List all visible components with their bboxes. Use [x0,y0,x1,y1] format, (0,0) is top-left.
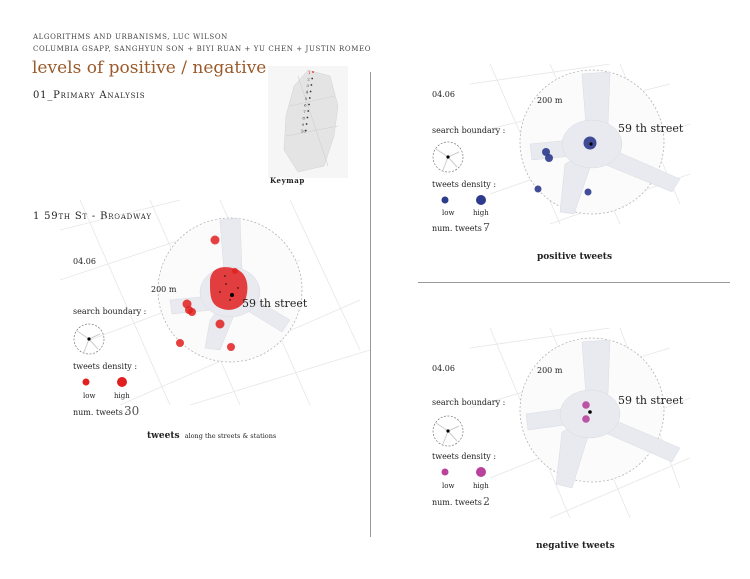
negative-search-boundary-label: search boundary : [432,398,506,407]
main-search-boundary-label: search boundary : [73,307,147,316]
keymap-station-number: 3 [306,83,309,88]
tweet-point [224,275,226,277]
main-num-tweets-label: num. tweets : [73,408,129,417]
main-street-label: 59 th street [242,297,308,310]
main-search-boundary-icon [73,323,105,355]
main-map-svg [59,199,371,406]
positive-street-label: 59 th street [618,122,684,135]
keymap-station-number: 1 [308,70,311,75]
tweet-dot [215,319,225,329]
negative-num-tweets-label: num. tweets : [432,498,488,507]
positive-high-label: high [473,209,489,217]
station-dot [588,410,592,414]
station-dot [589,142,593,146]
keymap-station-dot [304,129,307,132]
tweet-point [229,299,231,301]
main-distance: 200 m [151,285,177,294]
main-high-label: high [114,392,130,400]
negative-date: 04.06 [432,364,455,373]
main-caption-rest: along the streets & stations [184,432,277,440]
keymap-station-dot [305,123,308,125]
keymap-station-dot [312,71,314,73]
keymap-station-number: 7 [303,109,306,114]
keymap-station-number: 2 [307,77,310,82]
keymap-station-dot [307,110,310,112]
main-density-label: tweets density : [73,362,138,371]
positive-density-legend [441,195,486,205]
negative-density-legend [441,467,486,477]
tweet-point [237,287,239,289]
tweet-dot [227,343,235,351]
keymap-map: 1 23 45 67 89 10 [283,69,339,173]
positive-map [469,63,691,225]
section-title: 01_Primary Analysis [33,90,146,101]
main-density-legend [82,377,127,387]
tweet-point [219,291,221,293]
vertical-divider [370,72,371,537]
positive-density-label: tweets density : [432,180,497,189]
keymap-station-dot [306,116,309,119]
main-caption: tweets along the streets & stations [147,423,276,442]
positive-caption: positive tweets [537,252,613,262]
tweet-dot [582,415,590,423]
keymap-station-dot [309,90,312,93]
positive-search-boundary-label: search boundary : [432,126,506,135]
keymap-station-number: 5 [305,96,308,101]
positive-date: 04.06 [432,90,455,99]
station-dot [230,293,234,297]
tweet-dot [534,185,542,193]
main-date: 04.06 [73,257,96,266]
keymap-station-dot [310,84,313,86]
tweet-dot [582,401,590,409]
negative-search-boundary-icon [432,415,464,447]
tweet-dot [185,306,193,314]
positive-num-tweets-label: num. tweets : [432,224,488,233]
tweet-cluster-blob [210,267,248,310]
keymap-station-number: 4 [306,90,309,95]
negative-street-label: 59 th street [618,394,684,407]
negative-caption: negative tweets [536,541,615,551]
tweet-dot [232,268,238,274]
tweet-dot [176,339,184,347]
positive-distance: 200 m [537,96,563,105]
page-title: levels of positive / negative [32,58,267,78]
keymap-station-dot [308,97,311,99]
negative-map [469,327,691,519]
keymap-station-number: 10 [301,129,307,134]
keymap-station-number: 9 [302,122,305,127]
negative-high-label: high [473,482,489,490]
positive-search-boundary-icon [432,141,464,173]
keymap-station-number: 8 [302,116,305,121]
main-heading: 1 59th St - Broadway [33,211,152,222]
positive-num-tweets-value: 7 [483,221,490,234]
negative-num-tweets-value: 2 [483,495,490,508]
main-num-tweets-value: 30 [124,404,140,418]
negative-density-label: tweets density : [432,452,497,461]
keymap-station-dot [308,103,310,106]
header-line-1: Algorithms and Urbanisms, Luc Wilson [33,33,228,41]
keymap-label: Keymap [270,176,305,185]
main-caption-bold: tweets [147,431,180,441]
horizontal-divider [418,282,730,283]
main-map [59,199,371,406]
keymap: 1 2 3 4 5 6 7 8 9 10 [268,66,348,178]
keymap-station-number: 6 [304,103,307,108]
tweet-dot [545,154,553,162]
negative-low-label: low [442,482,455,490]
tweet-dot [542,148,550,156]
positive-low-label: low [442,209,455,217]
tweet-dot [584,188,592,196]
keymap-station-dot [311,77,314,80]
header-line-2: Columbia GSAPP, Sanghyun Son + Biyi Ruan… [33,45,372,53]
negative-map-svg [469,327,691,519]
positive-map-svg [469,63,691,225]
main-low-label: low [83,392,96,400]
tweet-point [225,283,227,285]
negative-distance: 200 m [537,366,563,375]
tweet-dot [210,235,220,245]
